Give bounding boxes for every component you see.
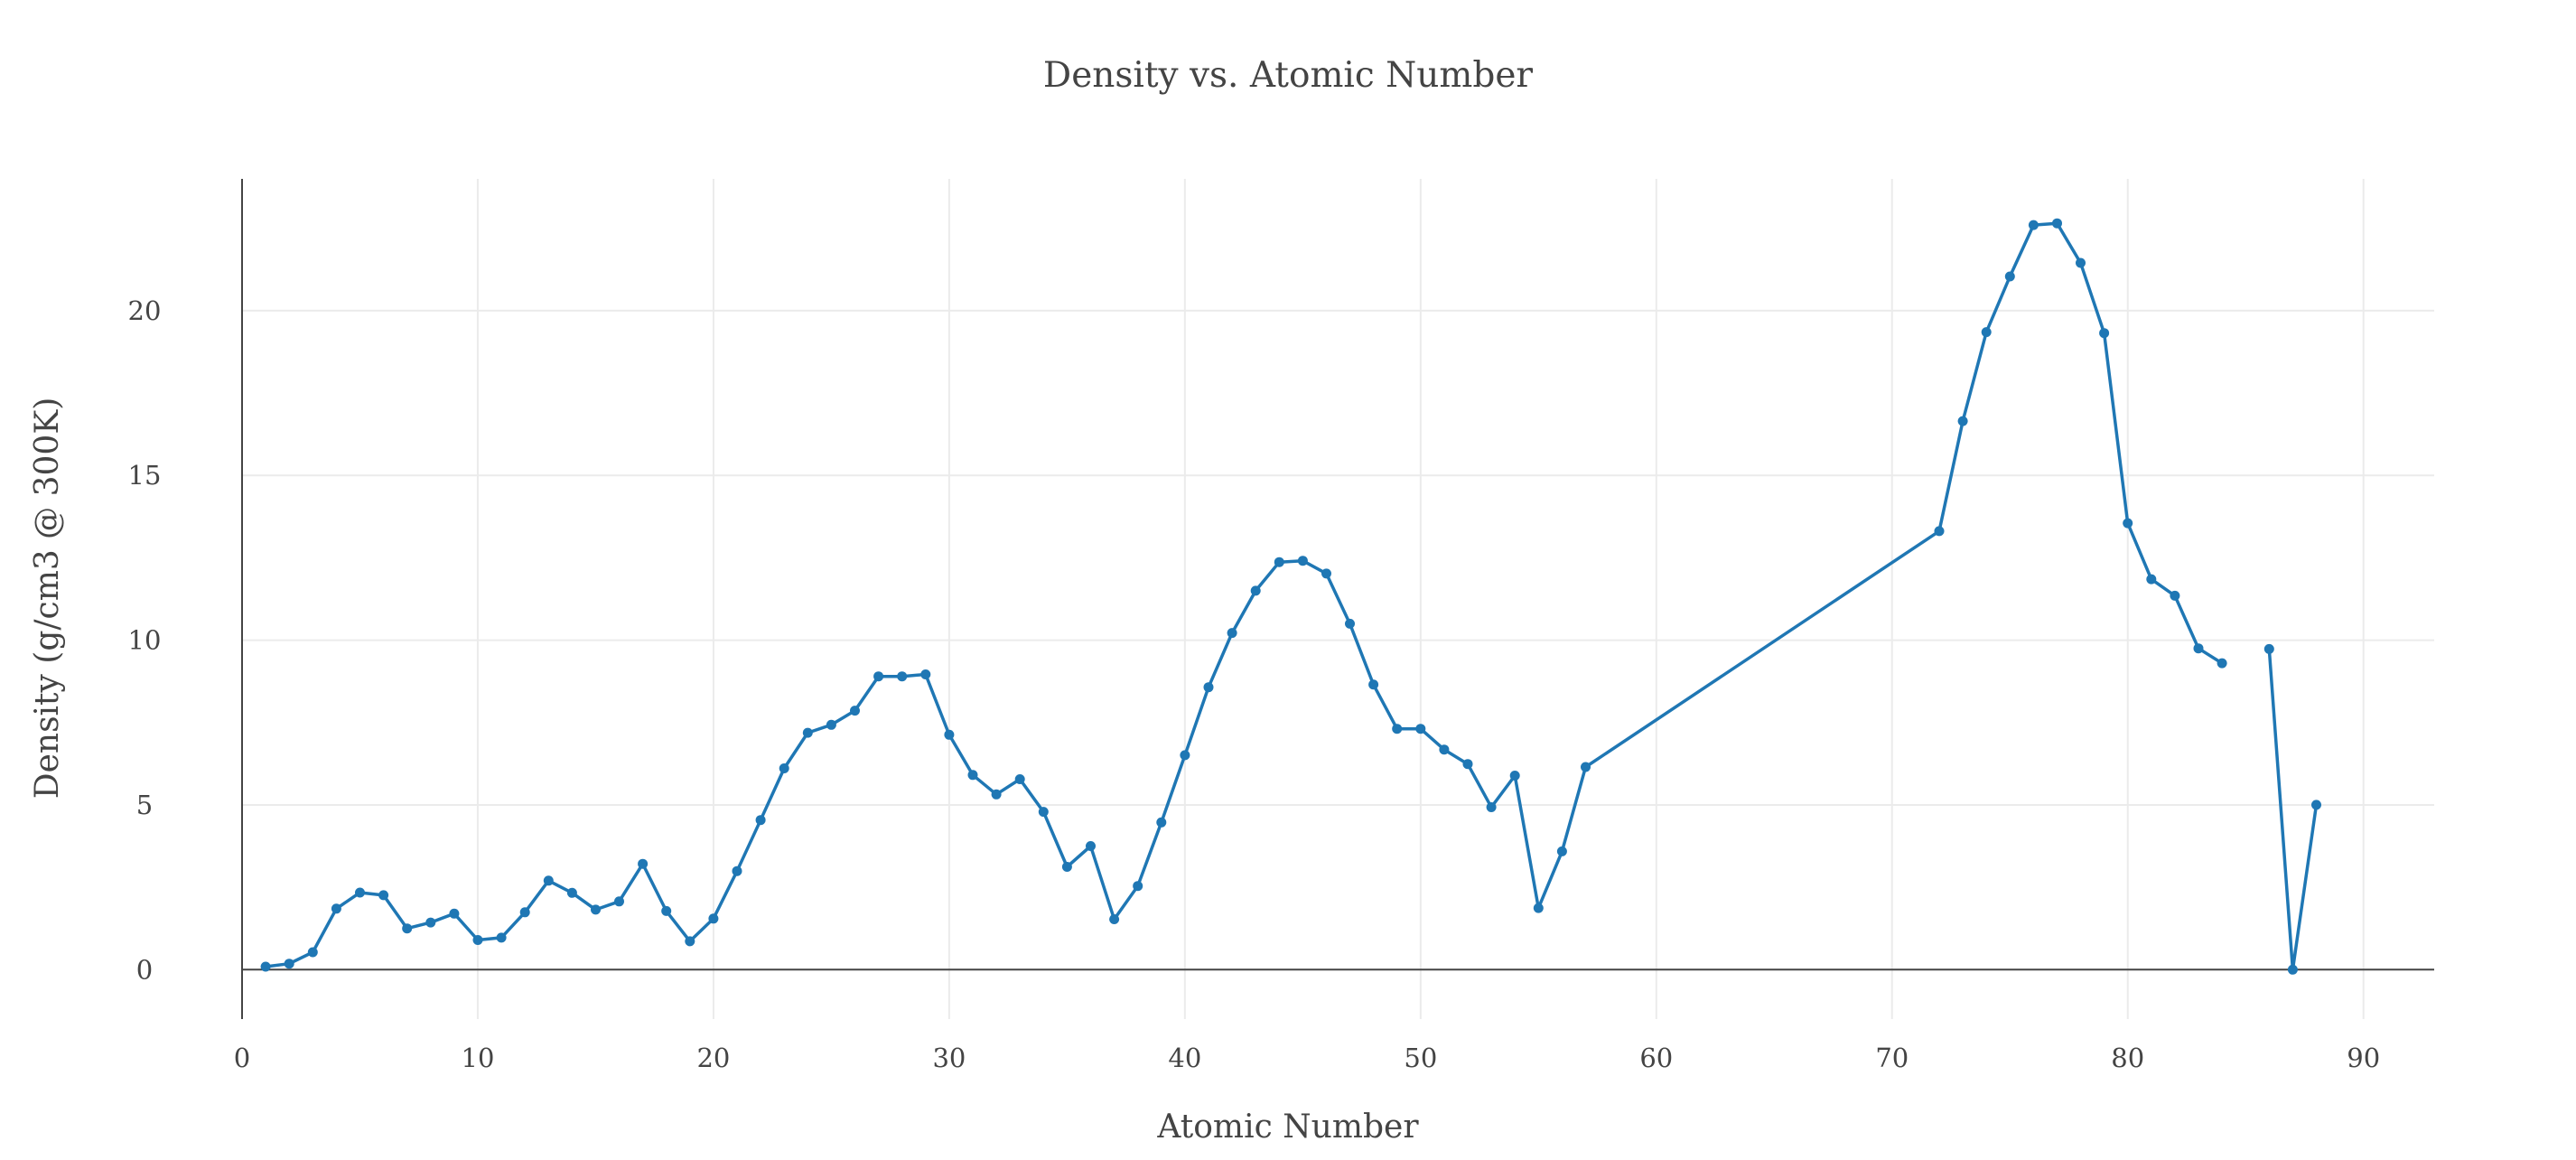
data-point[interactable] xyxy=(472,935,483,945)
data-point[interactable] xyxy=(732,865,742,876)
data-point[interactable] xyxy=(1180,750,1190,761)
data-point[interactable] xyxy=(1014,774,1025,784)
data-point[interactable] xyxy=(802,727,813,738)
data-point[interactable] xyxy=(1486,802,1497,812)
data-point[interactable] xyxy=(1297,556,1308,566)
y-tick-label: 15 xyxy=(128,460,162,491)
axes xyxy=(241,179,2434,1019)
data-point[interactable] xyxy=(1109,914,1120,924)
data-point[interactable] xyxy=(1227,628,1237,639)
data-point[interactable] xyxy=(1533,903,1544,913)
data-point[interactable] xyxy=(496,932,507,943)
data-point[interactable] xyxy=(1038,807,1049,818)
data-point[interactable] xyxy=(1392,724,1403,734)
data-point[interactable] xyxy=(355,887,365,898)
data-point[interactable] xyxy=(378,890,389,901)
x-tick-label: 10 xyxy=(462,1043,495,1073)
data-point[interactable] xyxy=(402,923,413,934)
series-line xyxy=(265,221,2224,968)
tick-labels: 0 10 20 30 40 50 60 70 80 90 0 5 10 15 20 xyxy=(128,295,2381,1073)
data-point[interactable] xyxy=(2146,574,2157,585)
data-point[interactable] xyxy=(260,961,271,972)
data-point[interactable] xyxy=(1581,762,1591,772)
series-line xyxy=(2267,649,2319,972)
data-point[interactable] xyxy=(1156,817,1167,828)
data-point[interactable] xyxy=(1061,862,1072,872)
x-tick-label: 70 xyxy=(1875,1043,1909,1073)
data-point[interactable] xyxy=(284,959,294,969)
data-point[interactable] xyxy=(1345,618,1355,629)
data-point[interactable] xyxy=(2263,643,2274,654)
data-point[interactable] xyxy=(779,763,789,773)
data-point[interactable] xyxy=(661,905,672,916)
y-tick-label: 20 xyxy=(128,295,162,326)
y-tick-label: 10 xyxy=(128,625,162,656)
x-tick-label: 0 xyxy=(234,1043,250,1073)
chart-title: Density vs. Atomic Number xyxy=(1043,55,1533,96)
data-point[interactable] xyxy=(1934,526,1945,537)
data-point[interactable] xyxy=(638,858,649,869)
data-point[interactable] xyxy=(2028,220,2039,230)
data-point[interactable] xyxy=(2193,643,2204,654)
data-point[interactable] xyxy=(1556,846,1567,856)
data-point[interactable] xyxy=(543,875,554,886)
data-point[interactable] xyxy=(1462,759,1473,770)
data-point[interactable] xyxy=(1250,585,1261,596)
data-point[interactable] xyxy=(1321,568,1331,579)
x-tick-label: 30 xyxy=(932,1043,966,1073)
x-tick-label: 40 xyxy=(1168,1043,1201,1073)
data-point[interactable] xyxy=(2170,590,2180,601)
data-point[interactable] xyxy=(1086,841,1096,851)
y-tick-label: 0 xyxy=(136,954,153,985)
x-tick-label: 80 xyxy=(2111,1043,2144,1073)
data-point[interactable] xyxy=(685,936,695,947)
data-point[interactable] xyxy=(307,947,318,958)
data-point[interactable] xyxy=(2217,658,2227,669)
data-point[interactable] xyxy=(897,671,908,682)
data-point[interactable] xyxy=(1368,679,1379,690)
data-series xyxy=(260,218,2321,975)
data-point[interactable] xyxy=(2311,800,2321,810)
data-point[interactable] xyxy=(1509,771,1520,781)
data-point[interactable] xyxy=(2123,518,2133,529)
data-point[interactable] xyxy=(967,770,978,781)
x-tick-label: 90 xyxy=(2347,1043,2380,1073)
data-point[interactable] xyxy=(708,913,719,924)
data-point[interactable] xyxy=(1981,327,1992,338)
data-point[interactable] xyxy=(1203,682,1214,693)
data-point[interactable] xyxy=(944,729,955,740)
gridlines xyxy=(242,179,2434,1019)
data-point[interactable] xyxy=(755,815,766,826)
x-tick-label: 50 xyxy=(1404,1043,1437,1073)
data-point[interactable] xyxy=(1133,881,1143,892)
data-point[interactable] xyxy=(566,887,577,898)
x-tick-label: 20 xyxy=(696,1043,730,1073)
data-point[interactable] xyxy=(2287,964,2298,975)
data-point[interactable] xyxy=(920,669,931,679)
data-point[interactable] xyxy=(519,907,530,918)
data-point[interactable] xyxy=(2004,271,2015,282)
data-point[interactable] xyxy=(826,719,836,730)
x-axis-title: Atomic Number xyxy=(1156,1109,1419,1146)
data-point[interactable] xyxy=(991,789,1002,800)
x-tick-label: 60 xyxy=(1639,1043,1673,1073)
data-point[interactable] xyxy=(425,917,436,928)
data-point[interactable] xyxy=(591,904,601,915)
data-point[interactable] xyxy=(614,896,624,907)
data-point[interactable] xyxy=(331,903,341,914)
y-axis-title: Density (g/cm3 @ 300K) xyxy=(29,398,66,800)
data-point[interactable] xyxy=(1274,557,1284,567)
data-point[interactable] xyxy=(850,706,860,716)
data-point[interactable] xyxy=(2099,328,2110,339)
data-point[interactable] xyxy=(1957,416,1968,426)
data-point[interactable] xyxy=(2076,257,2086,268)
data-point[interactable] xyxy=(1415,724,1426,734)
y-tick-label: 5 xyxy=(136,790,153,820)
data-point[interactable] xyxy=(449,908,460,919)
data-point[interactable] xyxy=(2052,218,2062,229)
data-point[interactable] xyxy=(873,671,884,682)
data-point[interactable] xyxy=(1439,744,1450,755)
